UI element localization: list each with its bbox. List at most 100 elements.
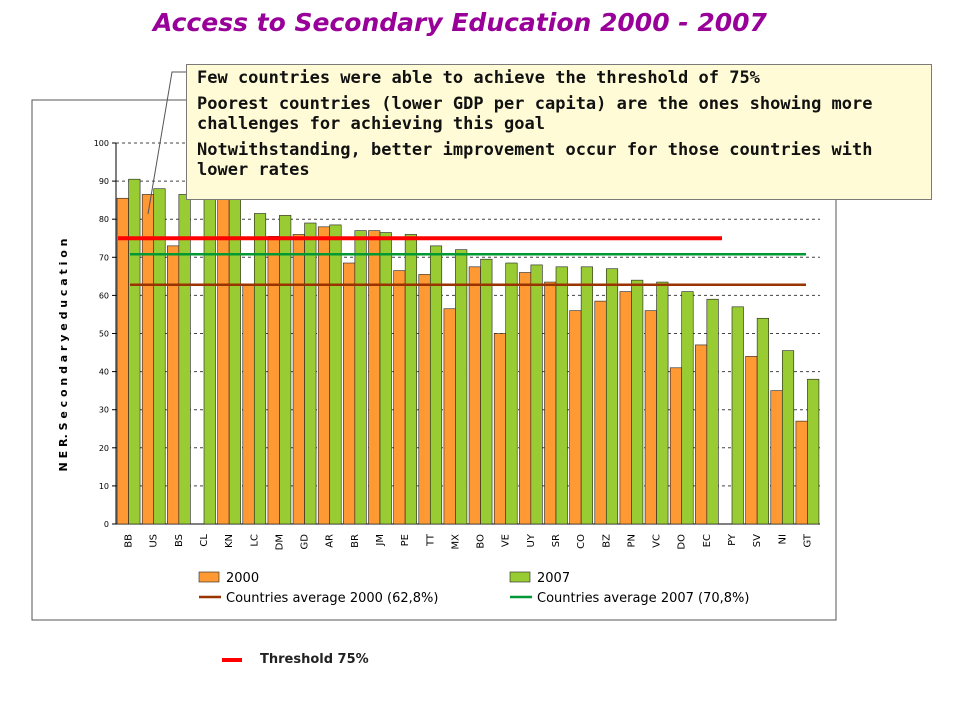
note-3: Notwithstanding, better improvement occu… bbox=[197, 140, 873, 180]
x-tick-label: PY bbox=[727, 533, 738, 546]
legend-label: 2007 bbox=[537, 571, 570, 586]
bar-2000 bbox=[544, 281, 557, 525]
callout-pointer bbox=[147, 71, 186, 215]
legend-label: Countries average 2000 (62,8%) bbox=[226, 591, 438, 606]
legend-label: 2000 bbox=[226, 571, 259, 586]
x-tick-label: MX bbox=[450, 534, 461, 550]
y-axis-label: N E R. S e c o n d a r y e d u c a t i o… bbox=[57, 239, 70, 472]
x-tick-label: AR bbox=[325, 534, 336, 548]
bar-2007 bbox=[253, 213, 267, 525]
x-tick-label: DM bbox=[274, 534, 285, 550]
legend-swatch bbox=[509, 571, 531, 583]
bar-2000 bbox=[317, 226, 331, 525]
bar-2007 bbox=[178, 194, 191, 525]
x-tick-label: LC bbox=[249, 534, 260, 547]
x-tick-label: BR bbox=[350, 534, 361, 548]
bar-2007 bbox=[580, 266, 593, 525]
bar-2007 bbox=[279, 215, 292, 525]
bar-2000 bbox=[418, 274, 431, 525]
bar-2000 bbox=[594, 300, 607, 525]
bar-2000 bbox=[443, 308, 456, 525]
bar-2000 bbox=[242, 283, 255, 525]
y-tick-label: 70 bbox=[99, 253, 109, 262]
bar-2007 bbox=[656, 281, 669, 525]
bar-2000 bbox=[393, 270, 406, 525]
x-tick-label: CL bbox=[199, 534, 210, 547]
bar-2000 bbox=[116, 197, 129, 525]
bar-2007 bbox=[681, 291, 694, 525]
bar-2000 bbox=[141, 194, 155, 525]
bar-2007 bbox=[555, 266, 568, 525]
x-tick-label: GT bbox=[802, 533, 813, 547]
bar-2000 bbox=[695, 344, 708, 525]
x-tick-label: UY bbox=[526, 533, 537, 547]
x-tick-label: US bbox=[149, 534, 160, 548]
bar-2007 bbox=[354, 230, 367, 525]
y-tick-label: 80 bbox=[99, 215, 109, 224]
bar-2000 bbox=[619, 291, 632, 525]
x-tick-label: VE bbox=[501, 534, 512, 547]
bar-2007 bbox=[781, 350, 795, 525]
bar-2007 bbox=[605, 268, 619, 525]
x-tick-label: PN bbox=[626, 534, 637, 548]
x-tick-label: BO bbox=[476, 534, 487, 549]
bar-2000 bbox=[217, 196, 230, 525]
y-tick-label: 20 bbox=[99, 444, 109, 453]
y-tick-label: 100 bbox=[94, 139, 109, 148]
bar-2007 bbox=[404, 234, 417, 525]
threshold-label: Threshold 75% bbox=[260, 652, 369, 667]
bar-2000 bbox=[669, 367, 683, 525]
slide-title: Access to Secondary Education 2000 - 200… bbox=[153, 8, 767, 37]
bar-2007 bbox=[329, 224, 342, 525]
bar-2007 bbox=[631, 279, 644, 525]
bar-2007 bbox=[530, 264, 543, 525]
x-tick-label: NI bbox=[777, 534, 788, 544]
bar-2007 bbox=[706, 298, 719, 525]
bar-2000 bbox=[468, 266, 481, 525]
bar-2000 bbox=[519, 272, 532, 525]
bar-2000 bbox=[267, 236, 280, 525]
legend-label: Countries average 2007 (70,8%) bbox=[537, 591, 749, 606]
y-tick-label: 50 bbox=[99, 330, 109, 339]
bar-2000 bbox=[167, 245, 180, 525]
y-tick-label: 90 bbox=[99, 177, 109, 186]
bar-2000 bbox=[644, 310, 657, 525]
bar-2007 bbox=[756, 317, 769, 525]
y-tick-label: 0 bbox=[104, 520, 109, 529]
x-tick-label: VC bbox=[652, 534, 663, 548]
bar-2000 bbox=[368, 230, 381, 525]
bar-2000 bbox=[745, 356, 758, 525]
x-tick-label: BS bbox=[174, 534, 185, 547]
y-tick-label: 60 bbox=[99, 291, 109, 300]
bar-2000 bbox=[770, 390, 783, 525]
x-tick-label: EC bbox=[702, 534, 713, 547]
x-tick-label: PE bbox=[400, 534, 411, 546]
x-tick-label: KN bbox=[224, 534, 235, 548]
x-tick-label: CO bbox=[576, 534, 587, 549]
threshold-legend: Threshold 75% bbox=[222, 652, 369, 667]
notes-callout: Few countries were able to achieve the t… bbox=[186, 64, 932, 200]
bar-2007 bbox=[203, 196, 216, 525]
bar-2007 bbox=[128, 178, 141, 525]
bar-2007 bbox=[455, 249, 468, 525]
x-tick-label: BB bbox=[124, 534, 135, 548]
x-tick-label: BZ bbox=[601, 534, 612, 548]
bar-2000 bbox=[569, 310, 582, 525]
note-2: Poorest countries (lower GDP per capita)… bbox=[197, 94, 873, 134]
note-1: Few countries were able to achieve the t… bbox=[197, 68, 760, 88]
bar-2007 bbox=[379, 232, 392, 525]
threshold-line-icon bbox=[222, 657, 242, 662]
x-tick-label: SV bbox=[752, 534, 763, 547]
bar-2000 bbox=[493, 333, 507, 525]
bar-2007 bbox=[429, 245, 443, 525]
bar-2007 bbox=[505, 262, 518, 525]
bar-2007 bbox=[480, 258, 493, 525]
bar-2000 bbox=[292, 234, 305, 525]
y-tick-label: 40 bbox=[99, 368, 109, 377]
x-tick-label: TT bbox=[425, 533, 436, 547]
bar-2007 bbox=[153, 188, 166, 525]
bar-2000 bbox=[343, 262, 356, 525]
bar-2007 bbox=[731, 306, 744, 525]
x-tick-label: DO bbox=[677, 534, 688, 550]
bar-2000 bbox=[795, 420, 808, 525]
